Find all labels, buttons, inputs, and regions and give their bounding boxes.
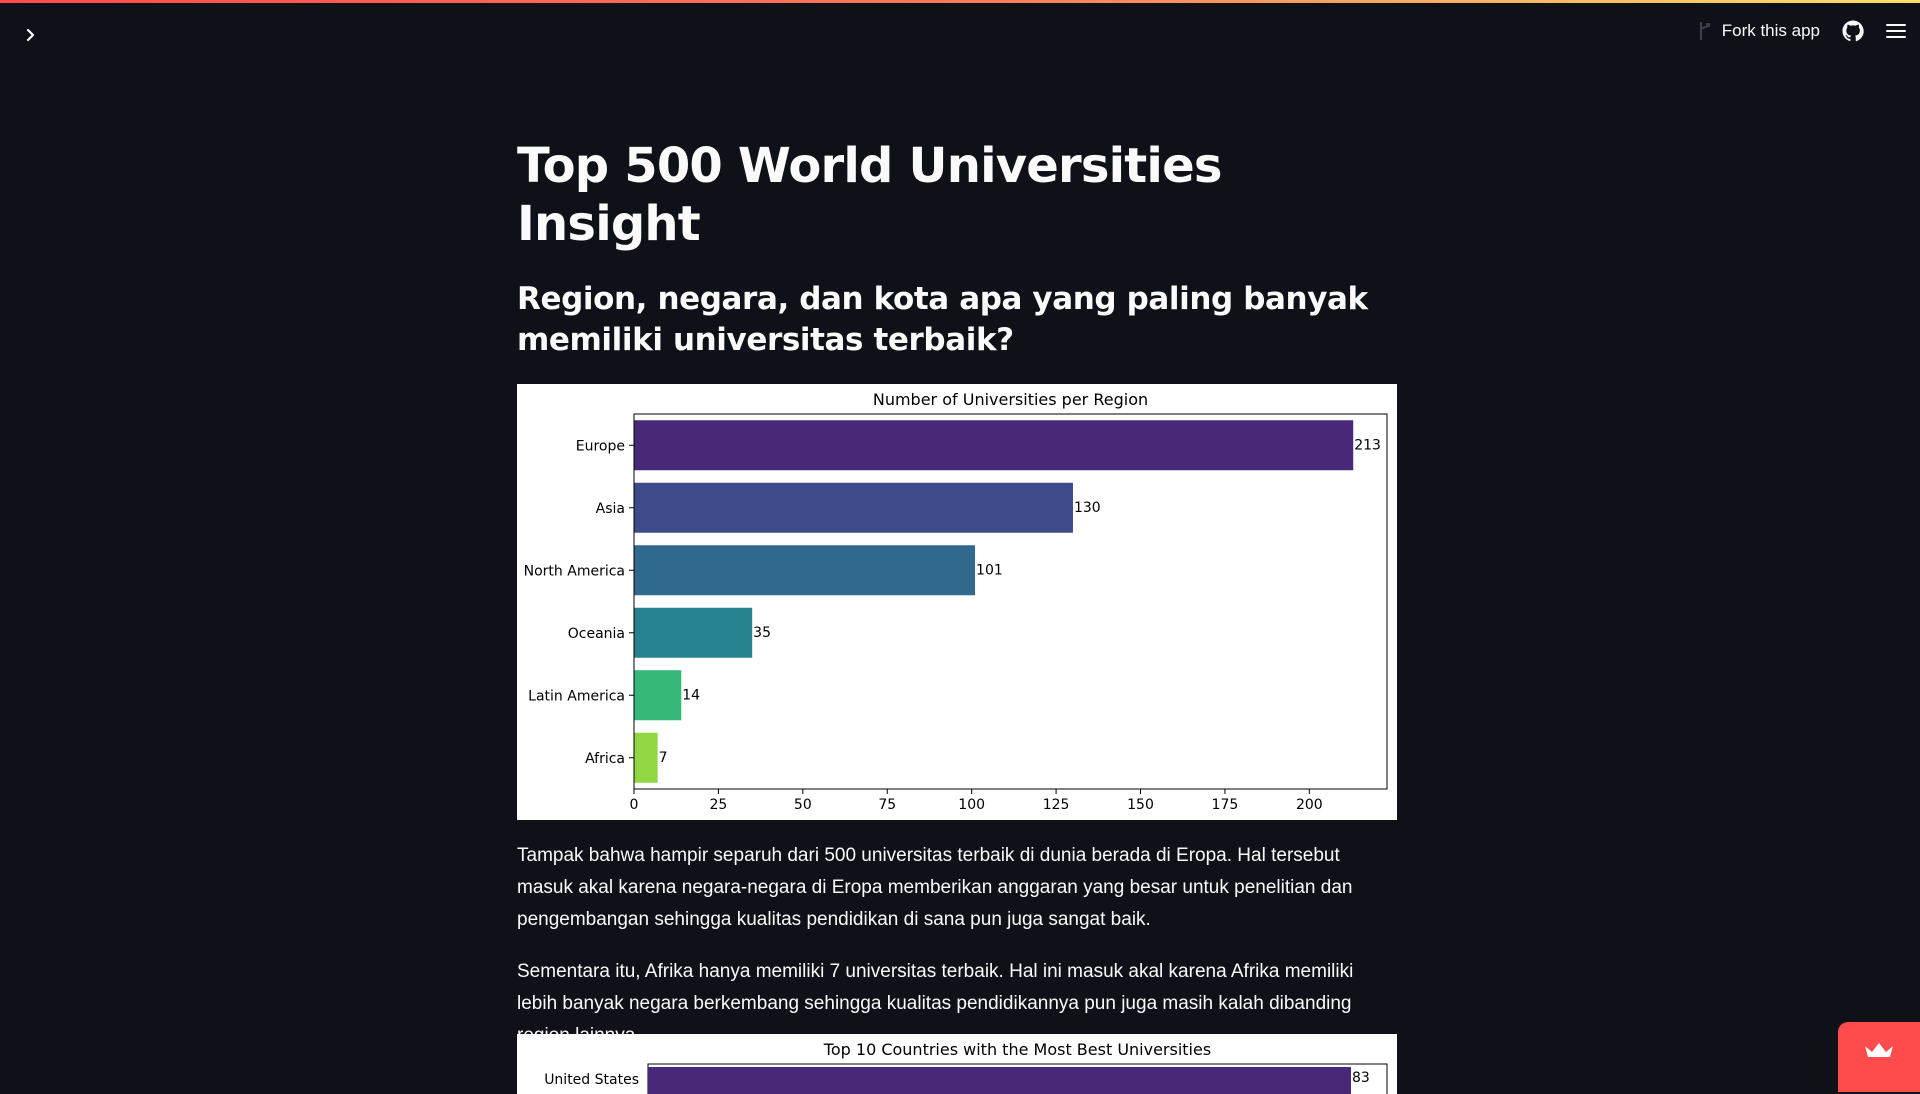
- region-bar-chart: Number of Universities per Region Europe 2…: [524, 390, 1388, 813]
- y-tick-label: North America: [524, 563, 625, 579]
- bar-value-label: 83: [1352, 1070, 1370, 1086]
- bar-north-america: [634, 544, 976, 595]
- bar-asia: [634, 482, 1073, 533]
- chart-title: Top 10 Countries with the Most Best Univ…: [823, 1040, 1211, 1059]
- bar-europe: [634, 419, 1354, 470]
- x-tick-label: 125: [1043, 797, 1070, 813]
- bar-value-label: 14: [682, 687, 700, 703]
- bar-united-states: [648, 1067, 1351, 1094]
- y-tick-label: Oceania: [568, 625, 625, 641]
- bar-africa: [634, 732, 658, 783]
- bar-value-label: 101: [976, 562, 1003, 578]
- x-tick-label: 25: [710, 797, 728, 813]
- x-tick-label: 50: [794, 797, 812, 813]
- paragraph-europe: Tampak bahwa hampir separuh dari 500 uni…: [517, 844, 1353, 930]
- y-tick-label: Asia: [596, 500, 625, 516]
- countries-chart-image: Top 10 Countries with the Most Best Univ…: [517, 1034, 1397, 1094]
- page-title: Top 500 World Universities Insight: [517, 138, 1222, 252]
- bar-latin-america: [634, 669, 682, 720]
- region-chart-image: Number of Universities per Region Europe 2…: [517, 383, 1397, 820]
- page-subheader: Region, negara, dan kota apa yang paling…: [517, 281, 1368, 359]
- sidebar-toggle-button[interactable]: [16, 20, 46, 50]
- chevron-right-icon: [26, 28, 35, 42]
- github-icon: [1842, 20, 1864, 42]
- paragraph-africa: Sementara itu, Afrika hanya memiliki 7 u…: [517, 960, 1354, 1046]
- main-menu-button[interactable]: [1886, 23, 1906, 39]
- bar-value-label: 213: [1354, 437, 1381, 453]
- streamlit-badge[interactable]: [1838, 1022, 1920, 1092]
- fork-app-label: Fork this app: [1721, 21, 1820, 40]
- x-tick-label: 0: [630, 797, 639, 813]
- x-tick-label: 175: [1212, 797, 1239, 813]
- fork-icon: [1699, 22, 1710, 40]
- plot-frame: [633, 413, 1388, 790]
- x-tick-label: 100: [958, 797, 985, 813]
- bar-value-label: 130: [1074, 499, 1101, 515]
- y-tick-label: Latin America: [528, 688, 625, 704]
- bar-oceania: [634, 607, 753, 658]
- bar-value-label: 7: [659, 749, 668, 765]
- x-tick-label: 200: [1296, 797, 1323, 813]
- fork-app-button[interactable]: Fork this app: [1696, 21, 1820, 41]
- y-tick-label: Africa: [585, 750, 625, 766]
- crown-icon: [1865, 1043, 1893, 1057]
- plot-frame: [647, 1063, 1388, 1094]
- chart-title: Number of Universities per Region: [873, 390, 1148, 409]
- bar-value-label: 35: [753, 624, 771, 640]
- x-tick-label: 150: [1127, 797, 1154, 813]
- app-toolbar: Fork this app: [1696, 14, 1906, 48]
- github-button[interactable]: [1842, 20, 1864, 42]
- main-content: Top 500 World Universities Insight Regio…: [517, 138, 1397, 1052]
- top-decoration-bar: [0, 0, 1920, 3]
- y-tick-label: United States: [544, 1072, 639, 1088]
- y-tick-label: Europe: [576, 438, 625, 454]
- x-tick-label: 75: [878, 797, 896, 813]
- hamburger-menu-icon: [1886, 24, 1906, 38]
- countries-bar-chart: Top 10 Countries with the Most Best Univ…: [544, 1040, 1388, 1094]
